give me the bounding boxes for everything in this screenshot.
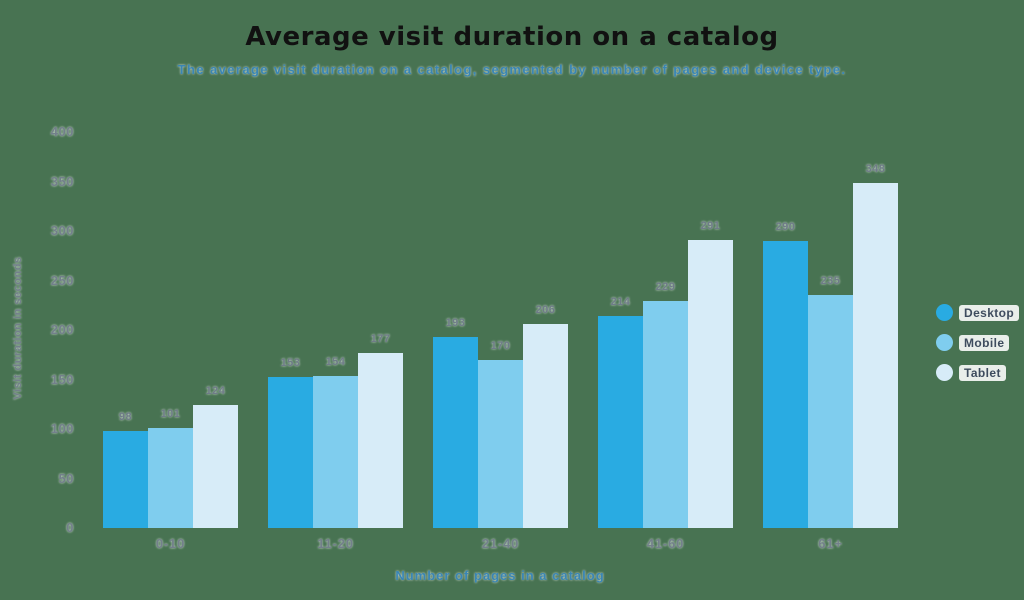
bar-value-label: 177 [370, 332, 391, 345]
bar-value-label: 154 [325, 355, 346, 368]
bar-value-label: 153 [280, 356, 301, 369]
bar-tablet-61+ [853, 183, 898, 528]
legend-item-tablet: Tablet [936, 364, 1019, 381]
bar-value-label: 170 [490, 339, 511, 352]
x-category-label: 41-60 [646, 536, 685, 551]
bar-value-label: 193 [445, 316, 466, 329]
bar-value-label: 98 [118, 410, 133, 423]
x-category-label: 61+ [818, 536, 843, 551]
y-tick-label: 150 [50, 371, 74, 387]
x-category-label: 0-10 [155, 536, 186, 551]
chart-subtitle: The average visit duration on a catalog,… [177, 62, 847, 77]
legend-label: Desktop [959, 304, 1020, 321]
bar-value-label: 206 [535, 304, 556, 317]
bar-mobile-11-20 [313, 375, 358, 528]
bar-tablet-41-60 [688, 239, 733, 528]
y-tick-label: 50 [58, 470, 74, 486]
bar-desktop-0-10 [103, 430, 148, 528]
y-tick-label: 400 [50, 124, 74, 139]
bar-value-label: 290 [775, 220, 796, 233]
bar-mobile-41-60 [643, 301, 688, 528]
bar-value-label: 124 [205, 385, 226, 398]
y-tick-label: 250 [50, 272, 74, 288]
y-tick-label: 350 [50, 173, 74, 189]
bar-value-label: 235 [820, 275, 841, 288]
bar-mobile-21-40 [478, 359, 523, 528]
bar-value-label: 291 [700, 219, 721, 232]
bar-value-label: 214 [610, 296, 631, 309]
y-tick-label: 0 [66, 520, 74, 535]
x-category-label: 21-40 [481, 536, 520, 551]
chart-title: Average visit duration on a catalog [245, 22, 779, 52]
bar-desktop-41-60 [598, 316, 643, 528]
legend-swatch-icon [936, 364, 953, 381]
bar-tablet-21-40 [523, 324, 568, 528]
bar-mobile-0-10 [148, 428, 193, 528]
x-axis-label: Number of pages in a catalog [395, 568, 605, 583]
y-tick-label: 100 [50, 421, 74, 436]
legend-swatch-icon [936, 304, 953, 321]
legend-item-mobile: Mobile [936, 334, 1019, 351]
bar-desktop-21-40 [433, 336, 478, 528]
bar-desktop-61+ [763, 240, 808, 528]
legend-label: Tablet [959, 364, 1006, 381]
legend-label: Mobile [959, 334, 1010, 351]
bar-tablet-11-20 [358, 352, 403, 528]
bar-value-label: 229 [655, 281, 676, 294]
bar-value-label: 101 [160, 408, 181, 420]
legend: Desktop Mobile Tablet [936, 304, 1020, 394]
y-tick-label: 200 [50, 322, 74, 337]
legend-item-desktop: Desktop [936, 304, 1020, 321]
bar-tablet-0-10 [193, 405, 238, 528]
bar-desktop-11-20 [268, 376, 313, 528]
legend-swatch-icon [936, 334, 953, 351]
y-tick-label: 300 [50, 223, 74, 238]
y-axis-label: Visit duration in seconds [12, 256, 24, 400]
bar-value-label: 348 [865, 163, 886, 176]
bar-mobile-61+ [808, 295, 853, 528]
x-category-label: 11-20 [317, 536, 354, 551]
